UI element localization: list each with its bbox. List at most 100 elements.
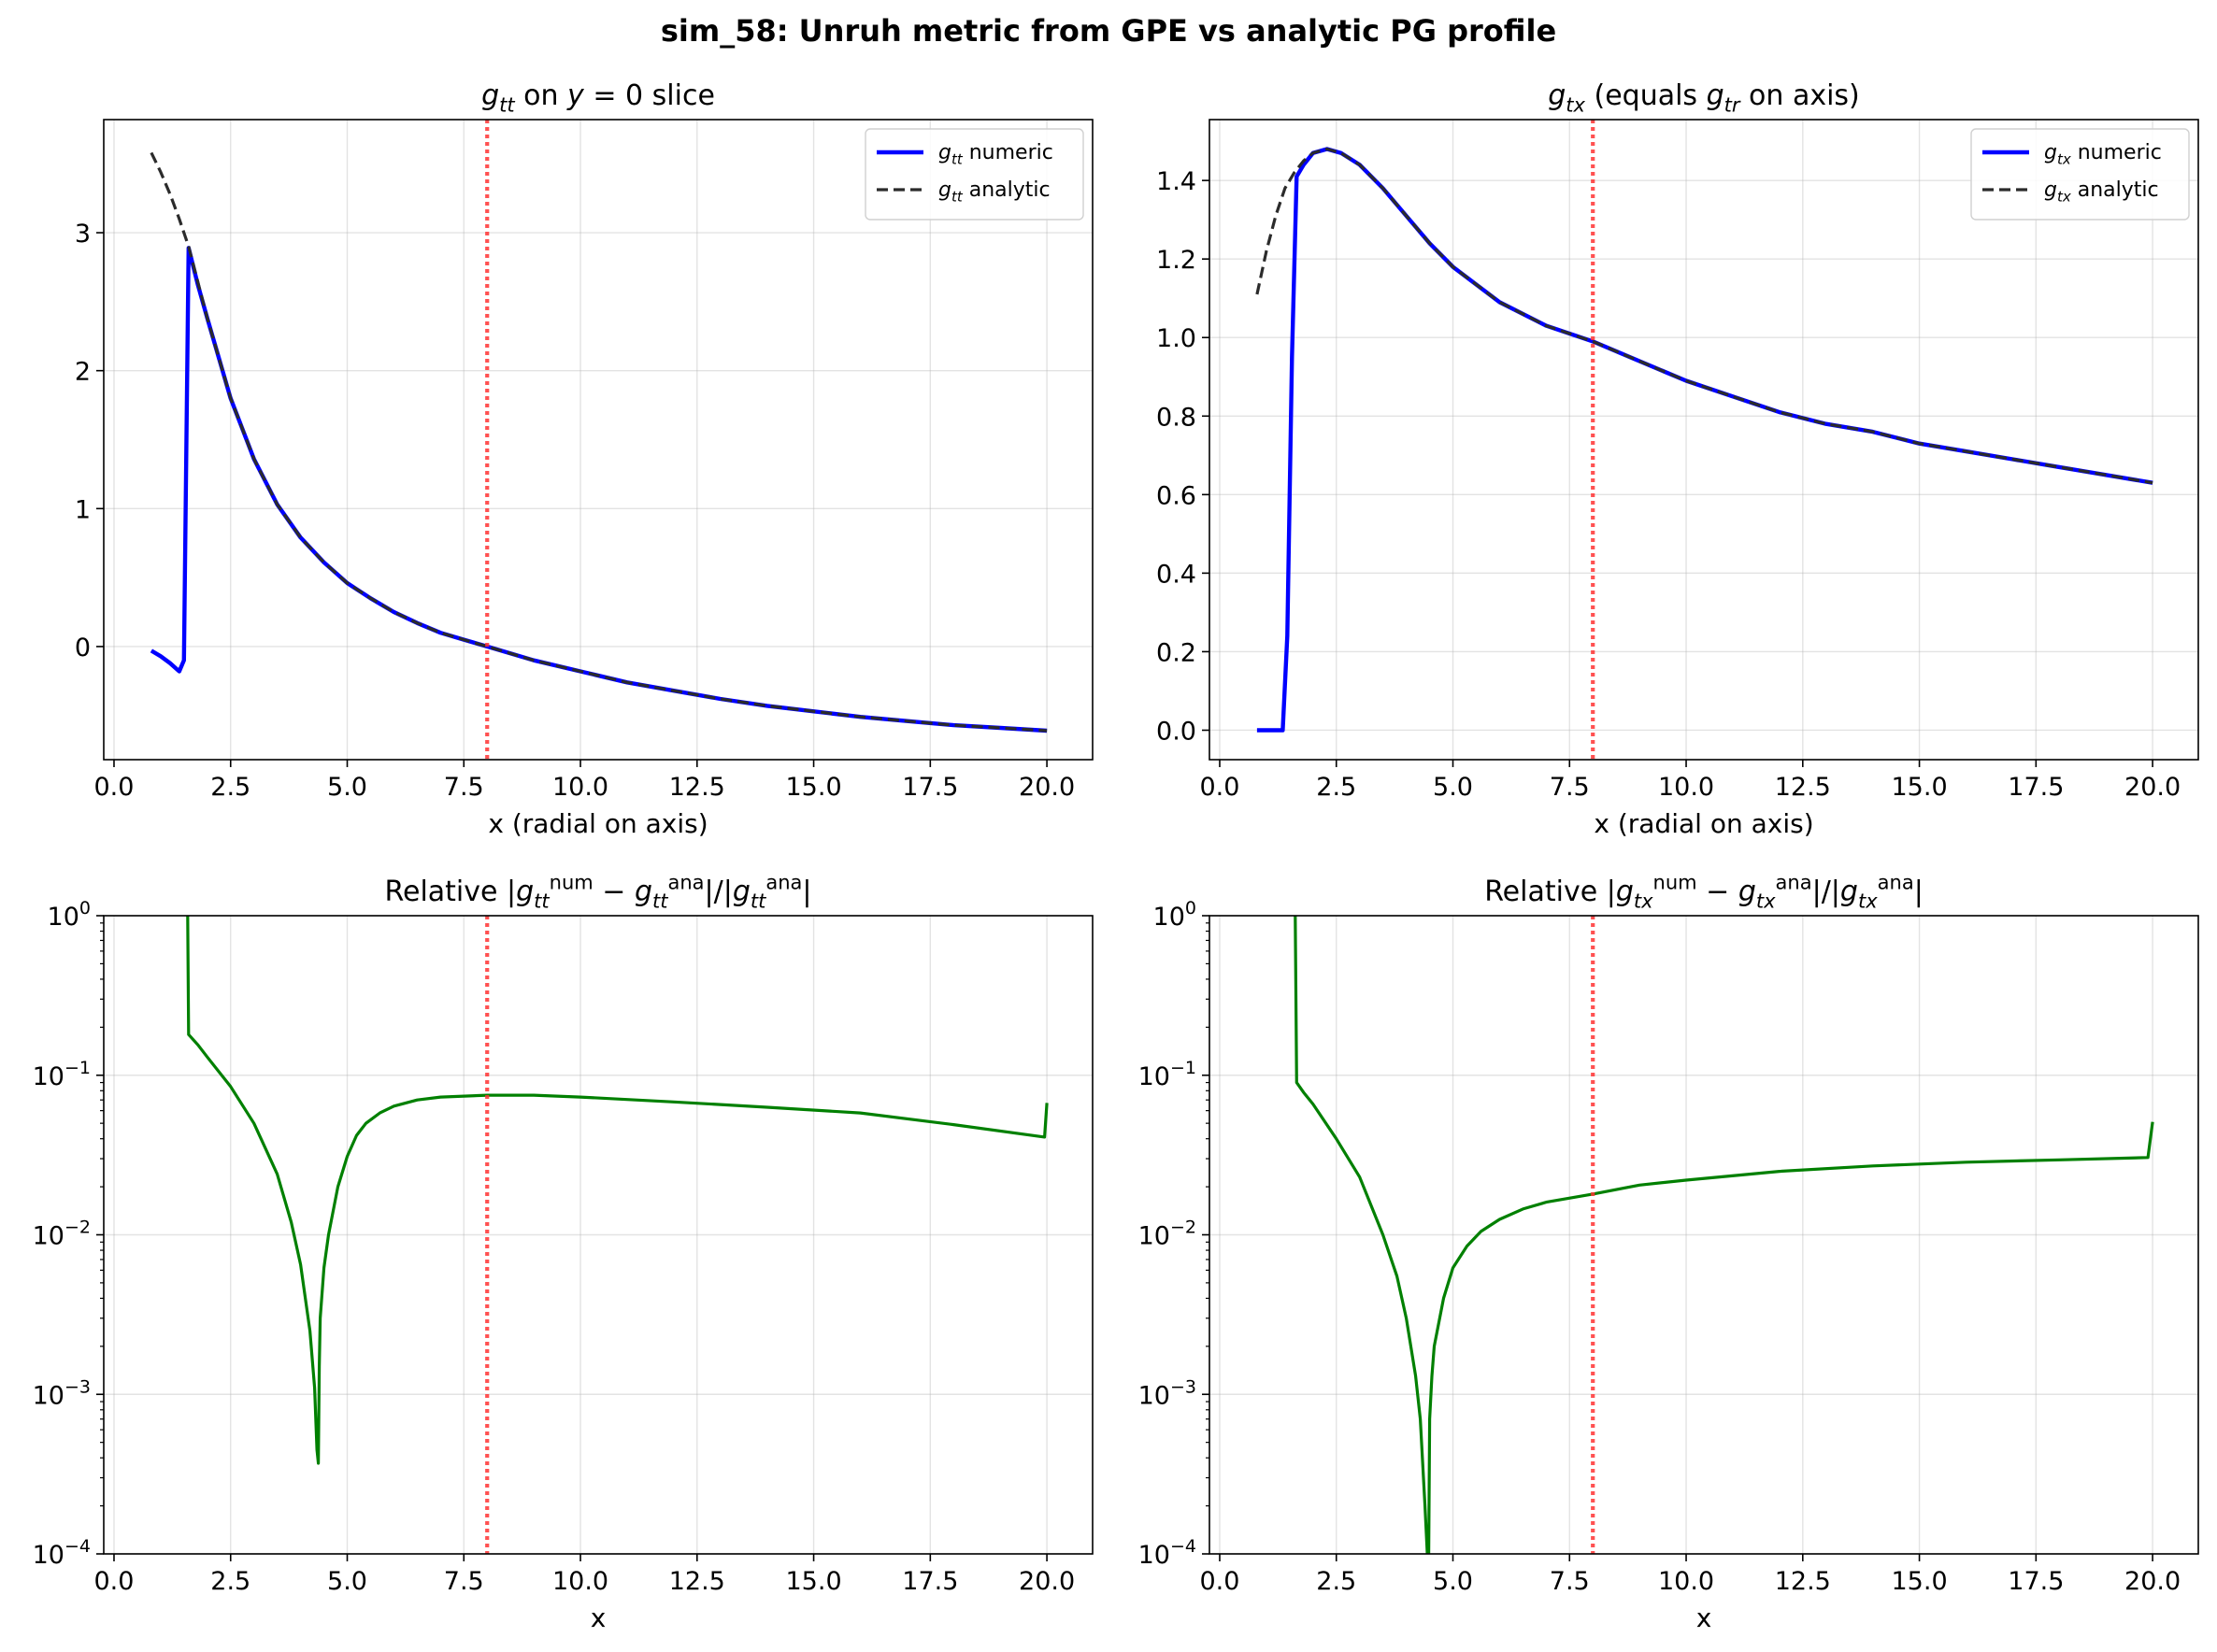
series-group — [1294, 916, 2154, 1554]
y-tick-label: 1.4 — [1156, 167, 1196, 196]
grid-lines — [104, 120, 1093, 760]
series-line-analytic — [150, 151, 1048, 733]
y-ticks: 0 1 2 3 — [75, 220, 104, 662]
y-tick-label: 100 — [1153, 898, 1196, 932]
chart-title: Relative |gtxnum − gtxana|/|gtxana| — [1484, 871, 1924, 912]
legend-label-numeric: gtx numeric — [2044, 141, 2162, 168]
x-tick-label: 2.5 — [210, 773, 250, 802]
y-ticks: 10−4 10−3 10−2 10−1 100 — [1138, 898, 1209, 1570]
x-tick-label: 5.0 — [327, 1567, 367, 1596]
y-tick-label: 0 — [75, 634, 91, 662]
x-tick-label: 17.5 — [902, 773, 958, 802]
x-tick-label: 10.0 — [552, 773, 608, 802]
series-line-numeric — [1256, 147, 2153, 733]
y-tick-label: 1.0 — [1156, 324, 1196, 353]
x-ticks: 0.0 2.5 5.0 7.5 10.0 12.5 15.0 17.5 20.0 — [94, 1554, 1075, 1596]
legend: gtx numeric gtx analytic — [1970, 128, 2190, 221]
y-tick-label: 1 — [75, 495, 91, 524]
y-tick-label: 1.2 — [1156, 246, 1196, 275]
series-line-numeric — [150, 246, 1048, 733]
y-minor-ticks — [100, 922, 104, 1507]
chart-gtt: 0.0 2.5 5.0 7.5 10.0 12.5 15.0 17.5 20.0 0 1 2 3 gtt … — [75, 79, 1094, 839]
series-line-relative-error — [1294, 916, 2154, 1554]
y-ticks: 10−4 10−3 10−2 10−1 100 — [33, 898, 104, 1570]
figure-suptitle: sim_58: Unruh metric from GPE vs analyti… — [661, 13, 1556, 49]
legend-label-analytic: gtx analytic — [2044, 178, 2159, 206]
chart-err_tx: 0.0 2.5 5.0 7.5 10.0 12.5 15.0 17.5 20.0 10−4 10−3… — [1138, 871, 2199, 1633]
x-tick-label: 12.5 — [1775, 1567, 1831, 1596]
x-tick-label: 0.0 — [94, 1567, 135, 1596]
chart-err_tt: 0.0 2.5 5.0 7.5 10.0 12.5 15.0 17.5 20.0 10−4 10−3… — [33, 871, 1094, 1633]
x-tick-label: 20.0 — [2124, 1567, 2181, 1596]
axes-frame — [1209, 119, 2199, 761]
y-tick-label: 10−1 — [1138, 1058, 1196, 1091]
x-tick-label: 5.0 — [1433, 773, 1473, 802]
y-minor-ticks — [1206, 922, 1209, 1507]
x-tick-label: 12.5 — [669, 1567, 725, 1596]
x-tick-label: 10.0 — [1658, 1567, 1714, 1596]
x-tick-label: 20.0 — [1019, 1567, 1075, 1596]
x-tick-label: 15.0 — [1892, 773, 1948, 802]
grid-lines — [1209, 120, 2198, 760]
x-tick-label: 0.0 — [1200, 773, 1240, 802]
y-tick-label: 3 — [75, 220, 91, 249]
y-tick-label: 0.2 — [1156, 638, 1196, 667]
series-group — [1255, 147, 2153, 733]
legend: gtt numeric gtt analytic — [865, 128, 1084, 221]
series-group — [186, 916, 1049, 1465]
x-axis-label: x — [591, 1602, 607, 1633]
y-tick-label: 10−1 — [33, 1058, 91, 1091]
y-tick-label: 10−2 — [33, 1218, 91, 1251]
x-tick-label: 17.5 — [902, 1567, 958, 1596]
x-tick-label: 17.5 — [2008, 1567, 2064, 1596]
x-tick-label: 17.5 — [2008, 773, 2064, 802]
chart-title: Relative |gttnum − gttana|/|gttana| — [385, 871, 812, 912]
x-tick-label: 12.5 — [669, 773, 725, 802]
series-line-relative-error — [186, 916, 1049, 1465]
y-tick-label: 100 — [48, 898, 91, 932]
x-tick-label: 10.0 — [552, 1567, 608, 1596]
x-tick-label: 15.0 — [786, 773, 842, 802]
legend-label-analytic: gtt analytic — [938, 178, 1051, 206]
x-tick-label: 15.0 — [786, 1567, 842, 1596]
y-tick-label: 0.4 — [1156, 560, 1196, 589]
y-tick-label: 10−3 — [1138, 1376, 1196, 1410]
x-ticks: 0.0 2.5 5.0 7.5 10.0 12.5 15.0 17.5 20.0 — [1200, 1554, 2181, 1596]
x-ticks: 0.0 2.5 5.0 7.5 10.0 12.5 15.0 17.5 20.0 — [94, 760, 1075, 802]
legend-label-numeric: gtt numeric — [938, 141, 1053, 168]
y-tick-label: 10−4 — [33, 1536, 91, 1570]
x-tick-label: 7.5 — [1550, 773, 1590, 802]
y-tick-label: 2 — [75, 358, 91, 387]
y-tick-label: 10−3 — [33, 1376, 91, 1410]
y-tick-label: 10−4 — [1138, 1536, 1196, 1570]
chart-gtx: 0.0 2.5 5.0 7.5 10.0 12.5 15.0 17.5 20.00.00.20.… — [1156, 79, 2199, 839]
chart-title: gtx (equals gtr on axis) — [1548, 79, 1860, 117]
series-line-analytic — [1255, 147, 2153, 485]
y-ticks: 0.0 0.2 0.4 0.6 0.8 1.0 1.2 1.4 — [1156, 167, 1209, 746]
x-tick-label: 15.0 — [1892, 1567, 1948, 1596]
x-tick-label: 0.0 — [94, 773, 135, 802]
x-axis-label: x — [1696, 1602, 1712, 1633]
x-tick-label: 5.0 — [1433, 1567, 1473, 1596]
x-tick-label: 2.5 — [1316, 773, 1356, 802]
x-tick-label: 20.0 — [2124, 773, 2181, 802]
x-tick-label: 7.5 — [444, 773, 484, 802]
chart-title: gtt on y = 0 slice — [481, 79, 715, 117]
x-tick-label: 12.5 — [1775, 773, 1831, 802]
x-tick-label: 2.5 — [1316, 1567, 1356, 1596]
x-ticks: 0.0 2.5 5.0 7.5 10.0 12.5 15.0 17.5 20.0 — [1200, 760, 2181, 802]
grid-lines — [104, 915, 1093, 1555]
y-tick-label: 10−2 — [1138, 1218, 1196, 1251]
x-tick-label: 0.0 — [1200, 1567, 1240, 1596]
y-tick-label: 0.0 — [1156, 717, 1196, 746]
x-tick-label: 20.0 — [1019, 773, 1075, 802]
y-tick-label: 0.6 — [1156, 481, 1196, 510]
x-axis-label: x (radial on axis) — [1594, 808, 1813, 839]
series-group — [150, 151, 1048, 733]
x-tick-label: 7.5 — [444, 1567, 484, 1596]
grid-lines — [1209, 915, 2198, 1555]
x-tick-label: 10.0 — [1658, 773, 1714, 802]
x-tick-label: 7.5 — [1550, 1567, 1590, 1596]
x-axis-label: x (radial on axis) — [488, 808, 708, 839]
y-tick-label: 0.8 — [1156, 403, 1196, 432]
